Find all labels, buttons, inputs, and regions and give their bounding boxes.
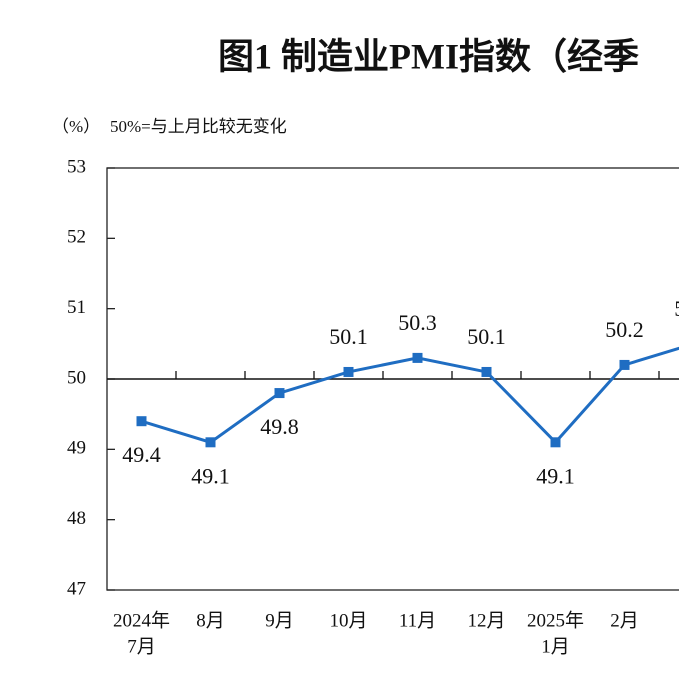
x-tick-label: 11月	[399, 610, 436, 631]
x-tick-label: 2024年	[113, 609, 170, 631]
x-tick-label: 2025年	[527, 609, 584, 631]
y-tick-label: 48	[67, 508, 86, 529]
y-tick-label: 49	[67, 438, 86, 459]
marker	[550, 437, 561, 448]
marker	[274, 388, 285, 399]
value-label: 50.2	[605, 317, 644, 342]
marker	[205, 437, 216, 448]
y-tick-label: 50	[67, 367, 86, 388]
marker	[619, 359, 630, 370]
x-tick-label: 2月	[610, 610, 639, 631]
y-tick-label: 47	[67, 578, 86, 599]
chart-title: 图1 制造业PMI指数（经季	[218, 36, 639, 76]
x-tick-label: 7月	[127, 636, 156, 657]
marker	[412, 352, 423, 363]
marker	[343, 366, 354, 377]
value-label: 50.3	[398, 310, 437, 335]
value-label: 50.5	[674, 296, 679, 321]
value-label: 50.1	[467, 324, 506, 349]
y-tick-label: 52	[67, 227, 86, 248]
value-label: 49.8	[260, 414, 299, 439]
series-line	[141, 346, 679, 445]
x-tick-label: 1月	[541, 636, 570, 657]
value-label: 49.4	[122, 442, 161, 467]
unit-label: （%）	[52, 117, 100, 136]
value-label: 50.1	[329, 324, 368, 349]
y-tick-label: 53	[67, 156, 86, 177]
marker	[136, 416, 147, 427]
x-tick-label: 12月	[467, 610, 505, 631]
x-tick-label: 10月	[329, 610, 367, 631]
x-tick-label: 8月	[196, 610, 225, 631]
value-label: 49.1	[536, 463, 575, 488]
x-tick-label: 9月	[265, 610, 294, 631]
y-tick-label: 51	[67, 297, 86, 318]
value-label: 49.1	[191, 463, 230, 488]
note: 50%=与上月比较无变化	[110, 117, 287, 136]
marker	[481, 366, 492, 377]
